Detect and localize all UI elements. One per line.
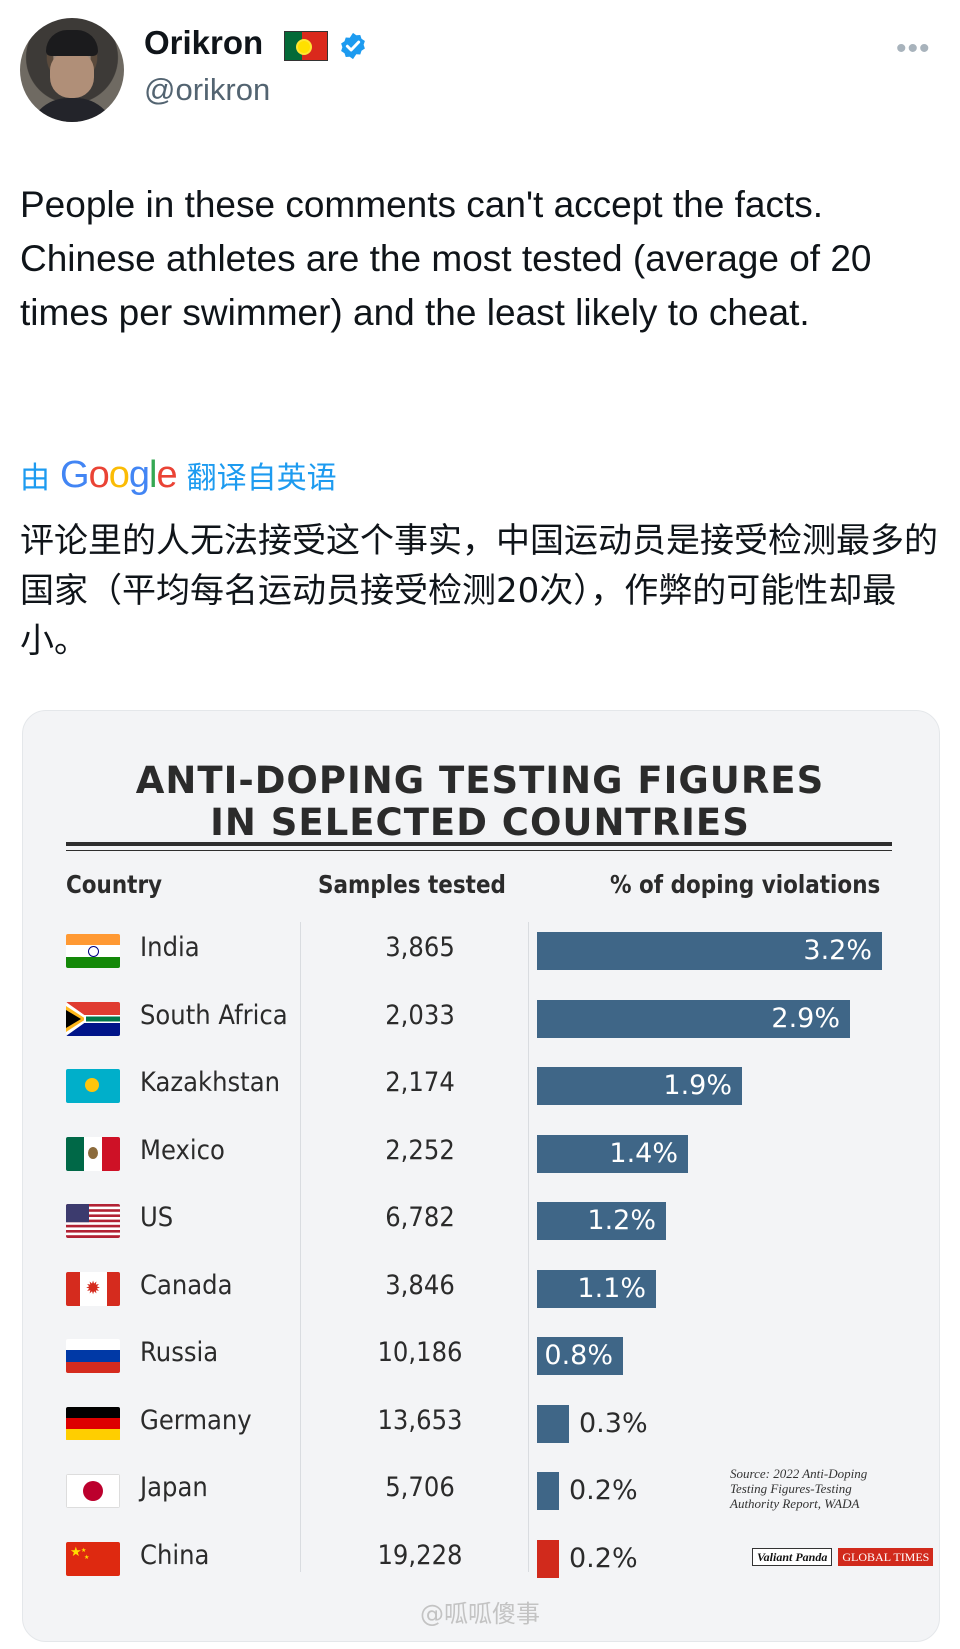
samples-tested-value: 6,782 [385, 1202, 455, 1233]
us-flag-icon [66, 1204, 120, 1238]
verified-badge-icon [341, 32, 365, 60]
chart-row-south-africa: South Africa 2,033 2.9% [0, 986, 960, 1050]
bar-us [537, 1202, 666, 1240]
column-divider [528, 922, 529, 1572]
column-header-violations: % of doping violations [610, 870, 881, 899]
samples-tested-value: 3,865 [385, 932, 455, 963]
user-handle[interactable]: @orikron [144, 72, 271, 107]
title-rule-thin [66, 850, 892, 851]
bar-value-label: 0.2% [569, 1542, 638, 1574]
title-rule [66, 842, 892, 846]
infographic-card[interactable] [22, 710, 940, 1642]
chart-row-mexico: Mexico 2,252 1.4% [0, 1121, 960, 1185]
bar-japan [537, 1472, 559, 1510]
bar-kazakhstan [537, 1067, 742, 1105]
publisher-logos: Valiant Panda GLOBAL TIMES [752, 1548, 934, 1566]
samples-tested-value: 5,706 [385, 1472, 455, 1503]
samples-tested-value: 2,252 [385, 1134, 455, 1166]
south-africa-flag-icon [66, 1001, 120, 1036]
russia-flag-icon [66, 1339, 120, 1373]
chart-title: ANTI-DOPING TESTING FIGURES IN SELECTED … [0, 760, 960, 844]
bar-value-label: 1.4% [609, 1137, 678, 1169]
tweet-text: People in these comments can't accept th… [20, 184, 872, 333]
bar-value-label: 0.8% [544, 1340, 613, 1371]
bar-india [537, 932, 882, 970]
display-name[interactable]: Orikron [144, 24, 264, 61]
country-label: Canada [140, 1269, 233, 1301]
weibo-watermark: @呱呱傻事 [420, 1600, 540, 1628]
india-flag-icon [66, 934, 120, 968]
samples-tested-value: 2,174 [385, 1067, 455, 1098]
chart-title-line-2: IN SELECTED COUNTRIES [210, 801, 750, 844]
chart-row-germany: Germany 13,653 0.3% [0, 1391, 960, 1455]
bar-china [537, 1539, 559, 1578]
chart-row-canada: ✹ Canada 3,846 1.1% [0, 1256, 960, 1320]
country-label: South Africa [140, 999, 288, 1031]
canada-flag-icon: ✹ [66, 1271, 120, 1306]
country-label: Kazakhstan [140, 1067, 281, 1098]
china-flag-icon: ★ ★ ★ [66, 1541, 120, 1576]
bar-value-label: 0.3% [579, 1407, 648, 1439]
chart-source: Source: 2022 Anti-Doping Testing Figures… [730, 1466, 868, 1511]
chart-row-china: ★ ★ ★ China 19,228 0.2% [0, 1526, 960, 1590]
column-header-country: Country [66, 870, 163, 899]
translate-suffix: 翻译自英语 [186, 462, 337, 495]
samples-tested-value: 2,033 [385, 999, 455, 1031]
column-divider [300, 922, 301, 1572]
more-icon[interactable]: ••• [896, 32, 931, 65]
samples-tested-value: 10,186 [377, 1337, 463, 1368]
mexico-flag-icon [66, 1136, 120, 1171]
bar-value-label: 1.9% [663, 1070, 732, 1101]
chart-row-india: India 3,865 3.2% [0, 918, 960, 982]
translation-attribution[interactable]: 由 Google 翻译自英语 [20, 452, 337, 498]
bar-south-africa [537, 999, 850, 1038]
country-label: Japan [140, 1472, 208, 1503]
global-times-logo: GLOBAL TIMES [838, 1548, 934, 1566]
bar-value-label: 0.2% [569, 1475, 638, 1506]
portugal-flag-icon [284, 31, 328, 61]
japan-flag-icon [66, 1474, 120, 1508]
bar-canada [537, 1269, 656, 1308]
bar-value-label: 1.1% [577, 1272, 646, 1304]
country-label: US [140, 1202, 174, 1233]
bar-germany [537, 1404, 569, 1443]
bar-value-label: 2.9% [771, 1002, 840, 1034]
samples-tested-value: 19,228 [377, 1539, 463, 1571]
bar-value-label: 1.2% [587, 1205, 656, 1236]
translated-text: 评论里的人无法接受这个事实，中国运动员是接受检测最多的国家（平均每名运动员接受检… [20, 521, 938, 661]
country-label: Germany [140, 1404, 252, 1436]
bar-value-label: 3.2% [803, 935, 872, 966]
google-logo: Google [60, 453, 178, 496]
chart-row-russia: Russia 10,186 0.8% [0, 1323, 960, 1387]
avatar[interactable] [20, 18, 124, 122]
chart-title-line-1: ANTI-DOPING TESTING FIGURES [135, 759, 825, 802]
country-label: China [140, 1539, 210, 1571]
bar-russia [537, 1337, 623, 1375]
translate-prefix: 由 [20, 462, 50, 495]
samples-tested-value: 13,653 [377, 1404, 463, 1436]
germany-flag-icon [66, 1406, 120, 1441]
country-label: Russia [140, 1337, 219, 1368]
kazakhstan-flag-icon [66, 1069, 120, 1103]
valiant-panda-logo: Valiant Panda [752, 1548, 833, 1566]
samples-tested-value: 3,846 [385, 1269, 455, 1301]
chart-row-kazakhstan: Kazakhstan 2,174 1.9% [0, 1053, 960, 1117]
country-label: India [140, 932, 200, 963]
chart-row-japan: Japan 5,706 0.2% [0, 1458, 960, 1522]
country-label: Mexico [140, 1134, 225, 1166]
column-header-samples: Samples tested [318, 870, 506, 899]
chart-row-us: US 6,782 1.2% [0, 1188, 960, 1252]
bar-mexico [537, 1134, 688, 1173]
